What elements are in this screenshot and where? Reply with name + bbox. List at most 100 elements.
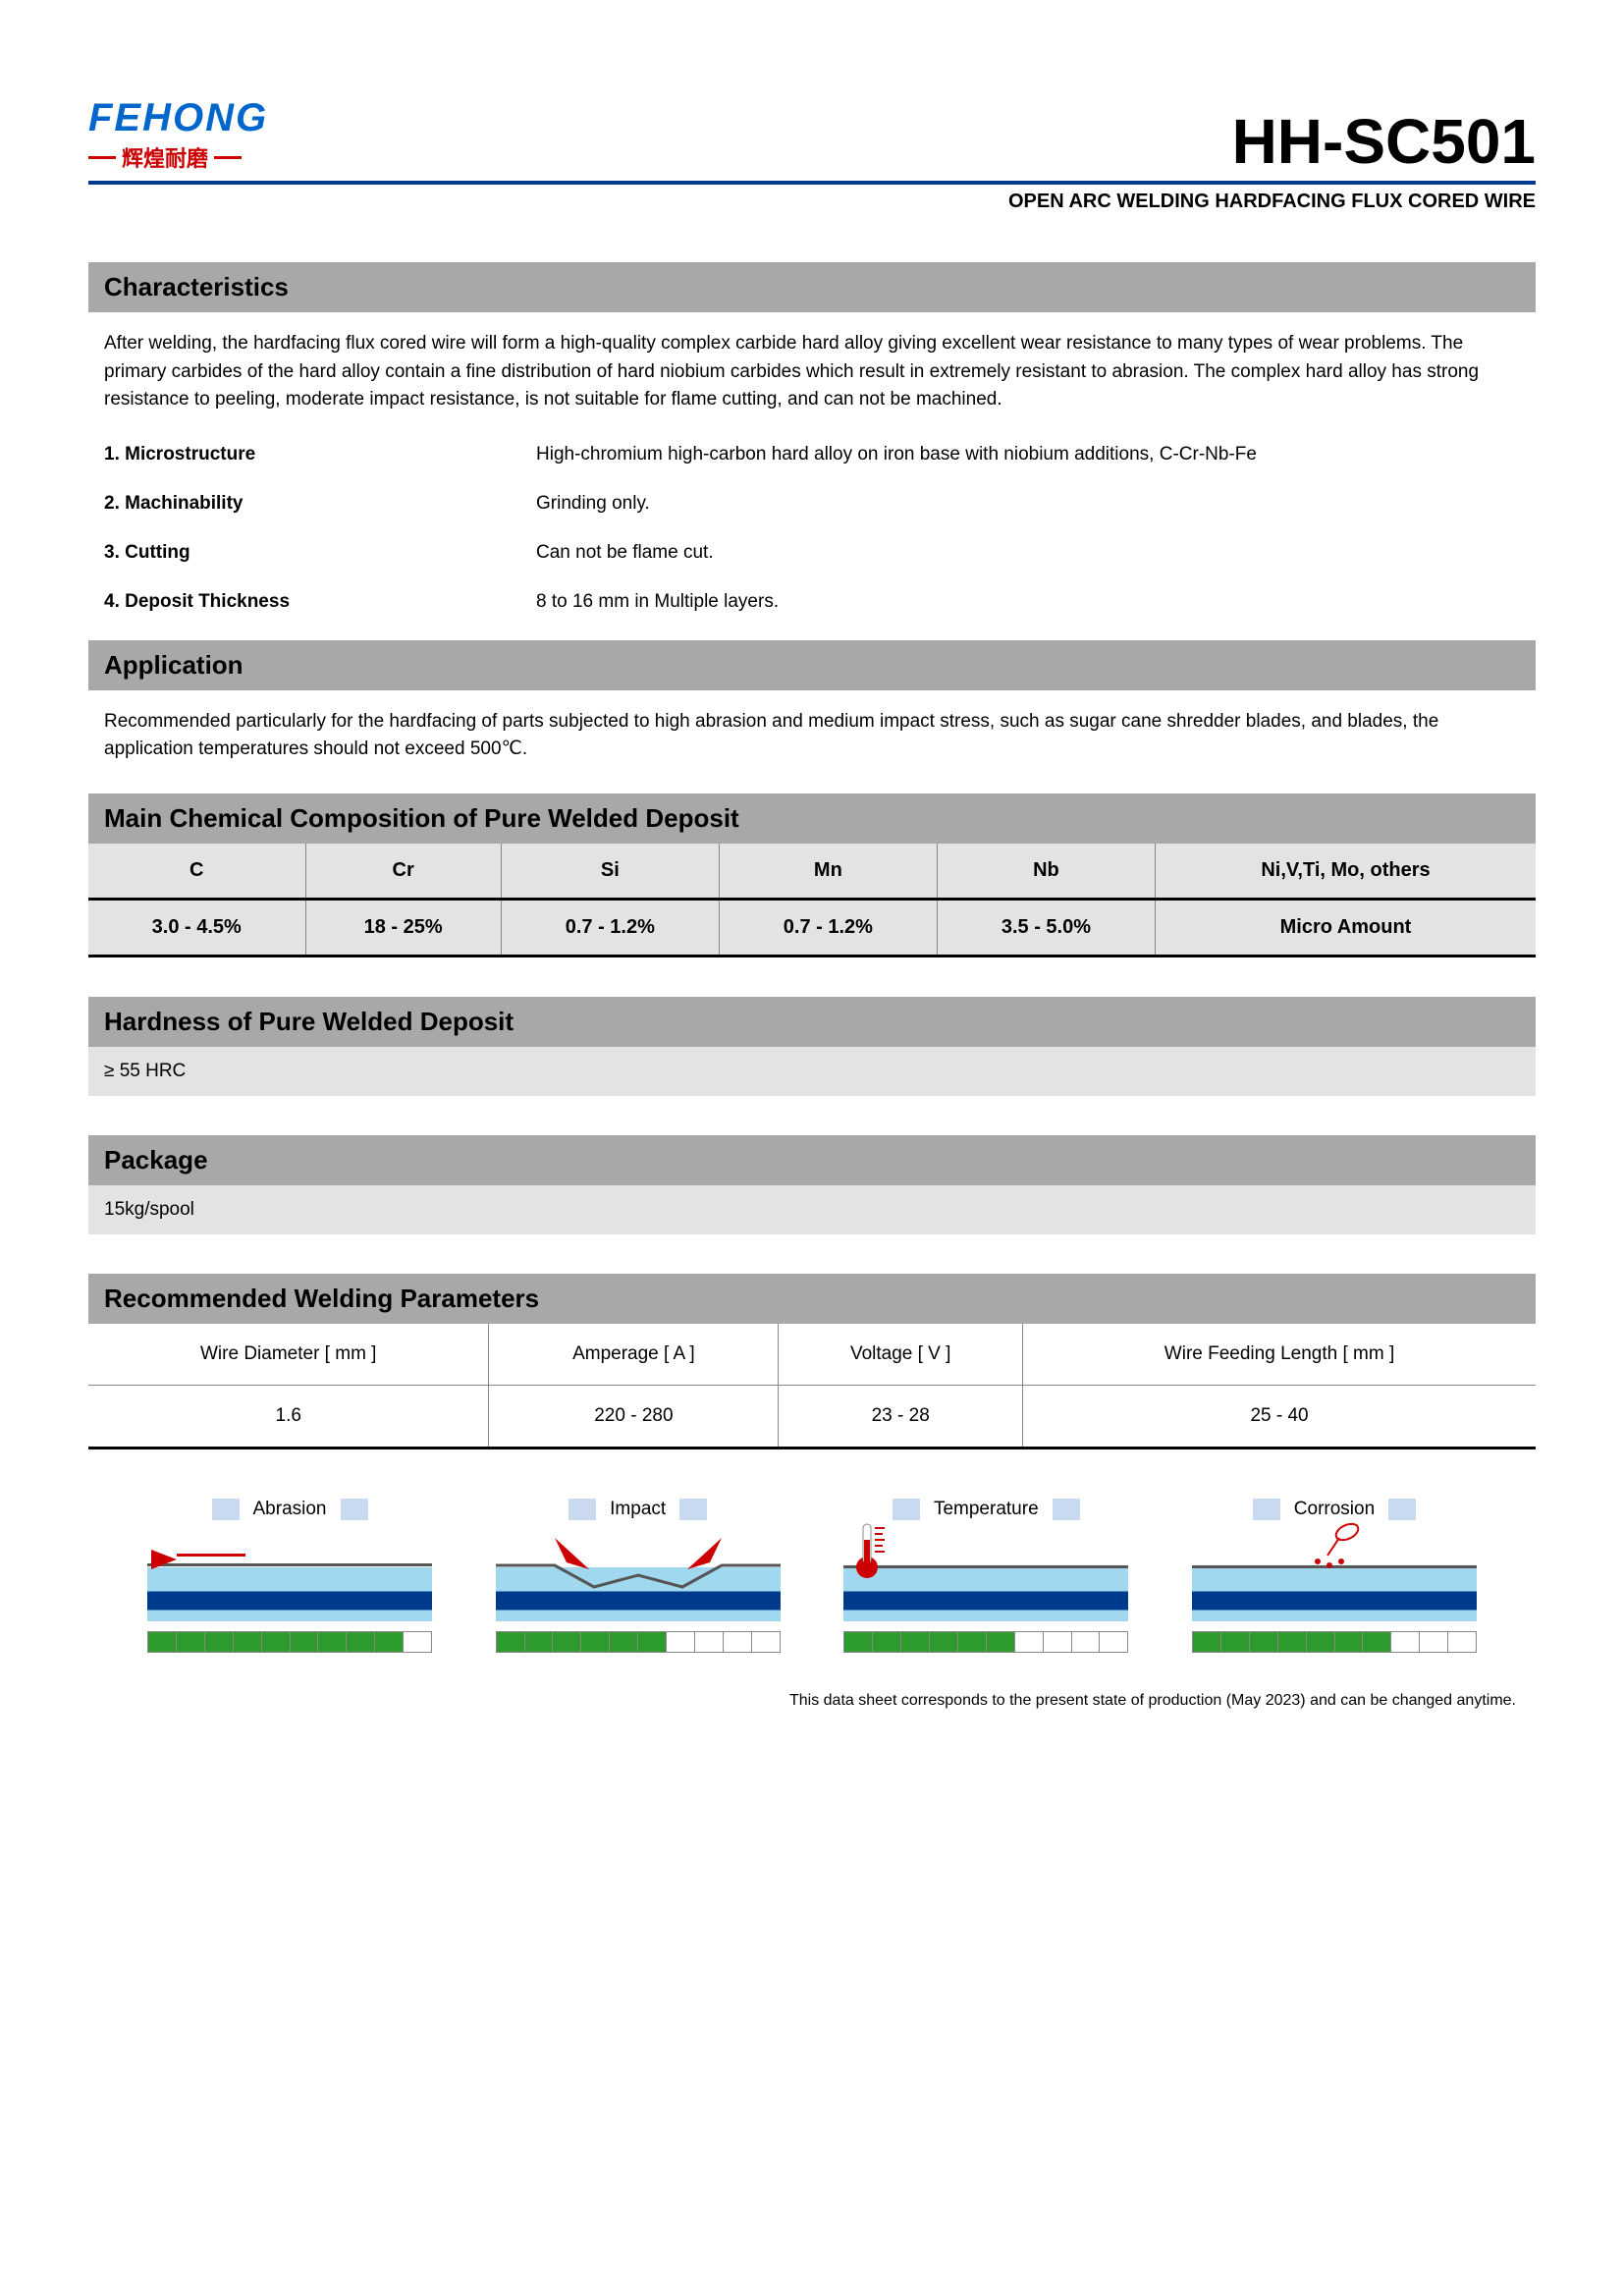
- application-text: Recommended particularly for the hardfac…: [88, 708, 1536, 793]
- rating-cell: [1278, 1632, 1307, 1652]
- composition-cell: 3.0 - 4.5%: [88, 899, 305, 956]
- composition-col: Nb: [937, 844, 1155, 900]
- welding-cell: 25 - 40: [1023, 1385, 1536, 1448]
- info-title-box-icon: [679, 1499, 707, 1520]
- info-title-row: Impact: [496, 1499, 781, 1520]
- rating-cell: [525, 1632, 554, 1652]
- rating-bar: [496, 1631, 781, 1653]
- rating-cell: [347, 1632, 375, 1652]
- rating-cell: [987, 1632, 1015, 1652]
- logo-line-left: [88, 156, 116, 159]
- rating-cell: [375, 1632, 404, 1652]
- rating-cell: [553, 1632, 581, 1652]
- char-label: 3. Cutting: [104, 542, 536, 564]
- rating-cell: [1193, 1632, 1221, 1652]
- composition-header: Main Chemical Composition of Pure Welded…: [88, 793, 1536, 844]
- welding-cell: 220 - 280: [489, 1385, 779, 1448]
- char-label: 2. Machinability: [104, 493, 536, 515]
- info-title: Impact: [610, 1499, 666, 1520]
- composition-cell: 0.7 - 1.2%: [719, 899, 937, 956]
- char-value: 8 to 16 mm in Multiple layers.: [536, 591, 1520, 613]
- info-title: Abrasion: [253, 1499, 327, 1520]
- welding-col: Wire Diameter [ mm ]: [88, 1324, 489, 1386]
- info-title-box-icon: [1053, 1499, 1080, 1520]
- rating-cell: [318, 1632, 347, 1652]
- footer-note: This data sheet corresponds to the prese…: [88, 1692, 1536, 1710]
- characteristics-row: 3. CuttingCan not be flame cut.: [88, 542, 1536, 564]
- info-card-abrasion: Abrasion: [147, 1499, 432, 1653]
- composition-col: Si: [501, 844, 719, 900]
- rating-cell: [1100, 1632, 1127, 1652]
- info-title-row: Corrosion: [1192, 1499, 1477, 1520]
- package-value: 15kg/spool: [88, 1185, 1536, 1234]
- rating-cell: [724, 1632, 752, 1652]
- rating-bar: [1192, 1631, 1477, 1653]
- info-title-box-icon: [1253, 1499, 1280, 1520]
- application-header: Application: [88, 640, 1536, 690]
- hardness-header: Hardness of Pure Welded Deposit: [88, 997, 1536, 1047]
- composition-col: C: [88, 844, 305, 900]
- rating-cell: [610, 1632, 638, 1652]
- char-label: 1. Microstructure: [104, 444, 536, 465]
- characteristics-row: 2. MachinabilityGrinding only.: [88, 493, 1536, 515]
- product-code: HH-SC501: [1232, 110, 1536, 173]
- info-title-box-icon: [568, 1499, 596, 1520]
- char-value: Grinding only.: [536, 493, 1520, 515]
- composition-col: Cr: [305, 844, 501, 900]
- info-graphic-impact: [496, 1528, 781, 1621]
- rating-cell: [901, 1632, 930, 1652]
- rating-cell: [404, 1632, 431, 1652]
- page-header: FEHONG 辉煌耐磨 HH-SC501: [88, 98, 1536, 185]
- info-card-corrosion: Corrosion: [1192, 1499, 1477, 1653]
- welding-params-header: Recommended Welding Parameters: [88, 1274, 1536, 1324]
- rating-cell: [1044, 1632, 1072, 1652]
- characteristics-list: 1. MicrostructureHigh-chromium high-carb…: [88, 444, 1536, 613]
- rating-cell: [1015, 1632, 1044, 1652]
- composition-col: Ni,V,Ti, Mo, others: [1155, 844, 1536, 900]
- rating-cell: [1221, 1632, 1250, 1652]
- composition-col: Mn: [719, 844, 937, 900]
- welding-cell: 1.6: [88, 1385, 489, 1448]
- rating-cell: [930, 1632, 958, 1652]
- info-title: Temperature: [934, 1499, 1039, 1520]
- rating-cell: [873, 1632, 901, 1652]
- composition-cell: 18 - 25%: [305, 899, 501, 956]
- info-graphic-temperature: [843, 1528, 1128, 1621]
- hardness-value: ≥ 55 HRC: [88, 1047, 1536, 1096]
- rating-bar: [147, 1631, 432, 1653]
- welding-cell: 23 - 28: [779, 1385, 1023, 1448]
- characteristics-row: 4. Deposit Thickness8 to 16 mm in Multip…: [88, 591, 1536, 613]
- rating-cell: [1072, 1632, 1101, 1652]
- rating-cell: [1420, 1632, 1448, 1652]
- rating-cell: [752, 1632, 780, 1652]
- welding-params-value-row: 1.6220 - 28023 - 2825 - 40: [88, 1385, 1536, 1448]
- info-card-temperature: Temperature: [843, 1499, 1128, 1653]
- welding-params-head-row: Wire Diameter [ mm ]Amperage [ A ]Voltag…: [88, 1324, 1536, 1386]
- composition-cell: 3.5 - 5.0%: [937, 899, 1155, 956]
- char-label: 4. Deposit Thickness: [104, 591, 536, 613]
- info-title-row: Abrasion: [147, 1499, 432, 1520]
- info-title-row: Temperature: [843, 1499, 1128, 1520]
- rating-cell: [291, 1632, 319, 1652]
- rating-cell: [667, 1632, 695, 1652]
- rating-cell: [205, 1632, 234, 1652]
- characteristics-row: 1. MicrostructureHigh-chromium high-carb…: [88, 444, 1536, 465]
- logo-block: FEHONG 辉煌耐磨: [88, 98, 268, 173]
- rating-cell: [1391, 1632, 1420, 1652]
- rating-cell: [581, 1632, 610, 1652]
- info-title-box-icon: [1388, 1499, 1416, 1520]
- composition-cell: 0.7 - 1.2%: [501, 899, 719, 956]
- product-subtitle: OPEN ARC WELDING HARDFACING FLUX CORED W…: [88, 191, 1536, 213]
- info-graphic-abrasion: [147, 1528, 432, 1621]
- rating-bar: [843, 1631, 1128, 1653]
- rating-cell: [1250, 1632, 1278, 1652]
- package-header: Package: [88, 1135, 1536, 1185]
- characteristics-header: Characteristics: [88, 262, 1536, 312]
- char-value: Can not be flame cut.: [536, 542, 1520, 564]
- logo-main: FEHONG: [88, 98, 268, 137]
- welding-col: Wire Feeding Length [ mm ]: [1023, 1324, 1536, 1386]
- composition-head-row: CCrSiMnNbNi,V,Ti, Mo, others: [88, 844, 1536, 900]
- info-graphic-corrosion: [1192, 1528, 1477, 1621]
- rating-cell: [1448, 1632, 1476, 1652]
- rating-cell: [177, 1632, 205, 1652]
